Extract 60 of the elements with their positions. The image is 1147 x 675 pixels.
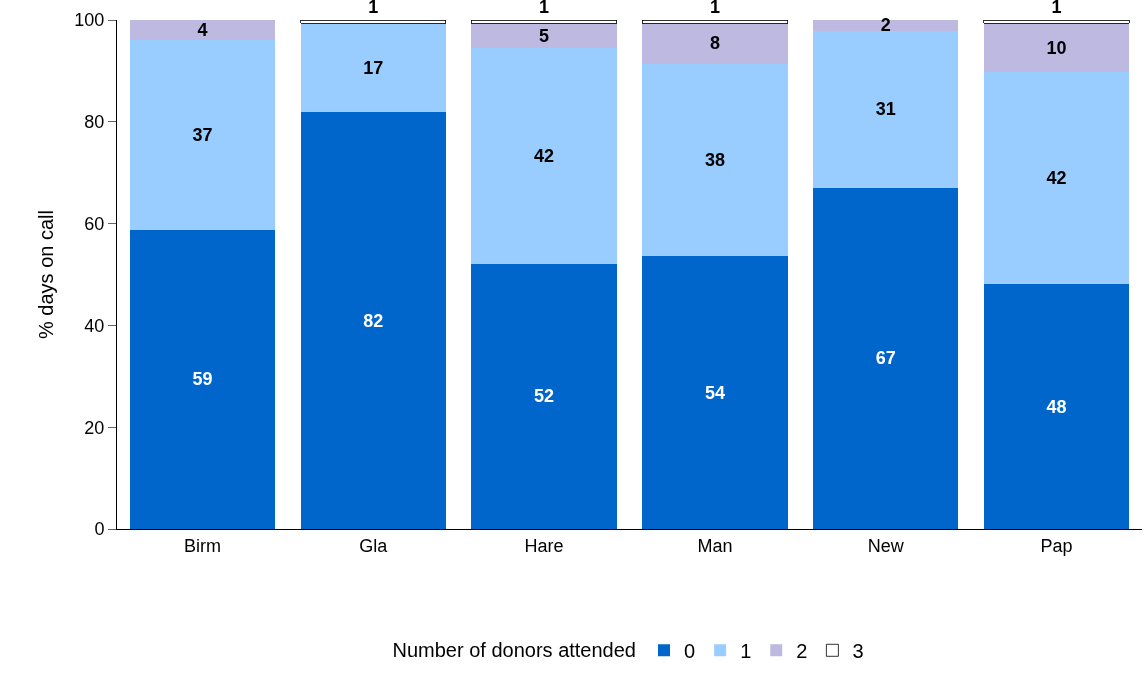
y-tick-label: 100 [74, 10, 105, 31]
bar [983, 284, 1130, 529]
legend-label: 0 [684, 640, 696, 663]
y-tick-label: 60 [84, 213, 105, 234]
data-label: 2 [880, 15, 891, 36]
data-label: 8 [709, 33, 720, 54]
bar [471, 20, 618, 24]
bar [129, 40, 276, 230]
data-label: 82 [363, 310, 384, 331]
x-tick-label: New [867, 535, 905, 556]
data-label: 17 [363, 57, 384, 78]
bar [300, 23, 446, 113]
x-tick-label: Pap [1040, 535, 1073, 556]
data-label: 1 [709, 0, 720, 17]
bar [471, 48, 617, 264]
bar [983, 20, 1130, 24]
bar [983, 23, 1130, 73]
data-label: 42 [1046, 168, 1067, 189]
bar [641, 20, 788, 24]
data-label: 10 [1046, 37, 1067, 58]
bar [813, 20, 959, 31]
bar [642, 23, 788, 64]
legend-label: 1 [740, 640, 752, 663]
y-tick-label: 40 [84, 315, 105, 336]
bar [813, 30, 959, 188]
data-label: 1 [1051, 0, 1062, 17]
bar [300, 112, 446, 529]
bar [813, 187, 959, 529]
bar [129, 20, 276, 41]
y-axis-title: % days on call [34, 210, 57, 339]
data-label: 52 [534, 386, 555, 407]
bar [983, 72, 1130, 285]
data-label: 1 [368, 0, 379, 17]
x-tick-label: Gla [359, 535, 389, 556]
y-tick-label: 80 [84, 112, 105, 133]
data-label: 42 [534, 145, 555, 166]
data-label: 37 [192, 125, 213, 146]
data-label: 31 [875, 99, 896, 120]
data-label: 59 [192, 369, 213, 390]
bar [642, 256, 788, 529]
bar [471, 263, 617, 529]
data-label: 38 [704, 149, 725, 170]
x-tick-label: Man [697, 535, 733, 556]
data-label: 67 [875, 348, 896, 369]
x-tick-label: Birm [183, 535, 221, 556]
x-tick-label: Hare [524, 535, 564, 556]
data-label: 48 [1046, 396, 1067, 417]
data-label: 1 [539, 0, 550, 17]
data-label: 54 [704, 382, 725, 403]
y-tick-label: 20 [84, 417, 105, 438]
legend-label: 2 [796, 640, 808, 663]
data-label: 5 [539, 25, 550, 46]
legend-title: Number of donors attended [392, 638, 636, 661]
bar [300, 20, 447, 24]
y-tick-label: 0 [94, 519, 105, 540]
bar [471, 23, 617, 48]
data-label: 4 [197, 20, 208, 41]
legend-label: 3 [852, 640, 864, 663]
bar [642, 63, 788, 257]
bar [129, 229, 276, 529]
